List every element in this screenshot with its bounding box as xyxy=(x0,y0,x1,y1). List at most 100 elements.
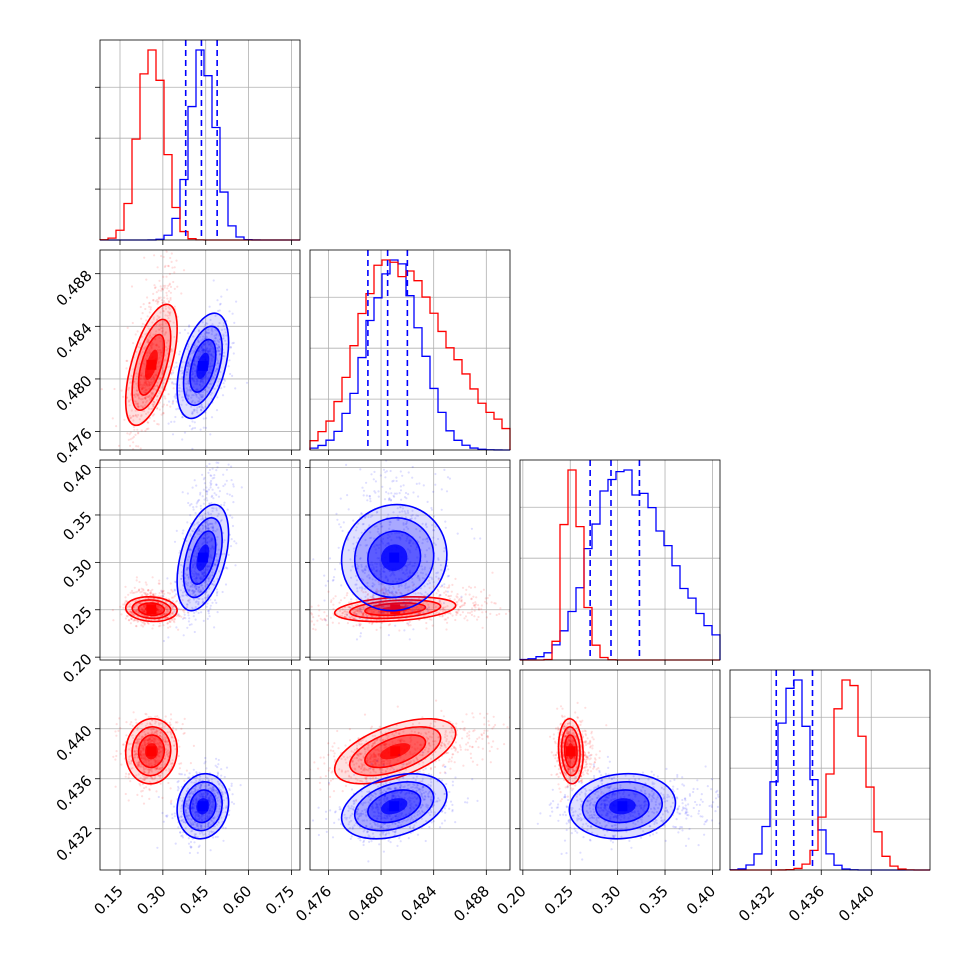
scatter-point xyxy=(420,606,423,609)
scatter-point xyxy=(381,589,384,592)
scatter-point xyxy=(202,417,205,420)
scatter-point xyxy=(149,384,152,387)
scatter-point xyxy=(378,570,381,573)
scatter-point xyxy=(411,564,414,568)
scatter-point xyxy=(393,615,397,618)
scatter-point xyxy=(189,357,192,360)
scatter-point xyxy=(218,309,221,312)
scatter-point xyxy=(141,607,144,611)
scatter-point xyxy=(215,509,218,512)
scatter-point xyxy=(122,743,125,746)
scatter-point xyxy=(190,623,193,626)
scatter-point xyxy=(141,322,144,325)
scatter-point xyxy=(169,602,172,605)
scatter-point xyxy=(370,609,373,613)
scatter-point xyxy=(400,603,404,606)
scatter-point xyxy=(398,492,401,495)
scatter-point xyxy=(407,471,410,474)
scatter-point xyxy=(369,595,372,598)
scatter-point xyxy=(359,623,362,626)
scatter-point xyxy=(135,752,138,755)
scatter-point xyxy=(143,757,146,760)
scatter-point xyxy=(138,383,142,386)
scatter-point xyxy=(164,608,168,611)
scatter-point xyxy=(359,544,362,547)
scatter-point xyxy=(146,732,149,735)
scatter-point xyxy=(472,604,476,607)
scatter-point xyxy=(416,576,419,579)
scatter-point xyxy=(209,547,213,551)
scatter-point xyxy=(196,389,199,392)
scatter-point xyxy=(418,482,421,485)
scatter-point xyxy=(232,485,235,488)
scatter-point xyxy=(230,538,233,541)
scatter-point xyxy=(134,756,137,759)
scatter-point xyxy=(143,256,146,259)
scatter-point xyxy=(211,582,214,586)
scatter-point xyxy=(192,537,195,541)
scatter-point xyxy=(205,489,208,492)
scatter-point xyxy=(117,729,120,733)
scatter-point xyxy=(150,393,154,396)
scatter-point xyxy=(387,542,390,545)
scatter-point xyxy=(421,572,424,575)
scatter-point xyxy=(161,301,164,304)
scatter-point xyxy=(202,348,205,351)
scatter-point xyxy=(318,609,321,612)
scatter-point xyxy=(401,474,404,477)
scatter-point xyxy=(155,759,158,763)
scatter-point xyxy=(188,588,191,591)
scatter-point xyxy=(401,507,405,510)
scatter-point xyxy=(137,397,140,400)
scatter-point xyxy=(192,379,196,382)
scatter-point xyxy=(485,602,488,605)
scatter-point xyxy=(378,583,381,586)
scatter-point xyxy=(201,378,204,381)
scatter-point xyxy=(373,610,376,613)
scatter-point xyxy=(136,428,139,431)
scatter-point xyxy=(401,578,404,582)
scatter-point xyxy=(137,763,140,766)
scatter-point xyxy=(175,612,178,615)
scatter-point xyxy=(157,360,161,364)
scatter-point xyxy=(404,523,407,526)
scatter-point xyxy=(387,589,390,592)
scatter-point xyxy=(191,352,194,355)
scatter-point xyxy=(385,576,388,579)
scatter-point xyxy=(169,615,172,618)
scatter-point xyxy=(158,745,162,748)
scatter-point xyxy=(456,596,459,599)
scatter-point xyxy=(160,590,163,593)
scatter-point xyxy=(142,591,146,594)
scatter-point xyxy=(217,325,220,328)
scatter-point xyxy=(154,385,157,388)
scatter-point xyxy=(356,607,359,610)
scatter-point xyxy=(124,599,127,602)
scatter-point xyxy=(215,552,218,556)
scatter-point xyxy=(210,328,213,332)
scatter-point xyxy=(447,586,451,589)
scatter-point xyxy=(419,571,423,574)
scatter-point xyxy=(172,612,175,615)
scatter-point xyxy=(200,408,203,411)
scatter-point xyxy=(362,494,365,497)
scatter-point xyxy=(445,593,448,597)
scatter-point xyxy=(143,741,147,744)
scatter-point xyxy=(428,586,431,590)
scatter-point xyxy=(166,731,169,734)
scatter-point xyxy=(135,579,138,582)
scatter-point xyxy=(143,396,147,399)
scatter-point xyxy=(158,392,161,395)
scatter-point xyxy=(159,349,162,352)
scatter-point xyxy=(371,585,374,588)
scatter-point xyxy=(132,419,135,422)
scatter-point xyxy=(112,619,115,622)
scatter-point xyxy=(346,592,349,595)
scatter-point xyxy=(145,278,148,281)
scatter-point xyxy=(412,588,415,591)
scatter-point xyxy=(141,625,145,628)
scatter-point xyxy=(174,748,177,751)
scatter-point xyxy=(209,318,212,322)
scatter-point xyxy=(379,564,382,567)
scatter-point xyxy=(198,547,201,550)
